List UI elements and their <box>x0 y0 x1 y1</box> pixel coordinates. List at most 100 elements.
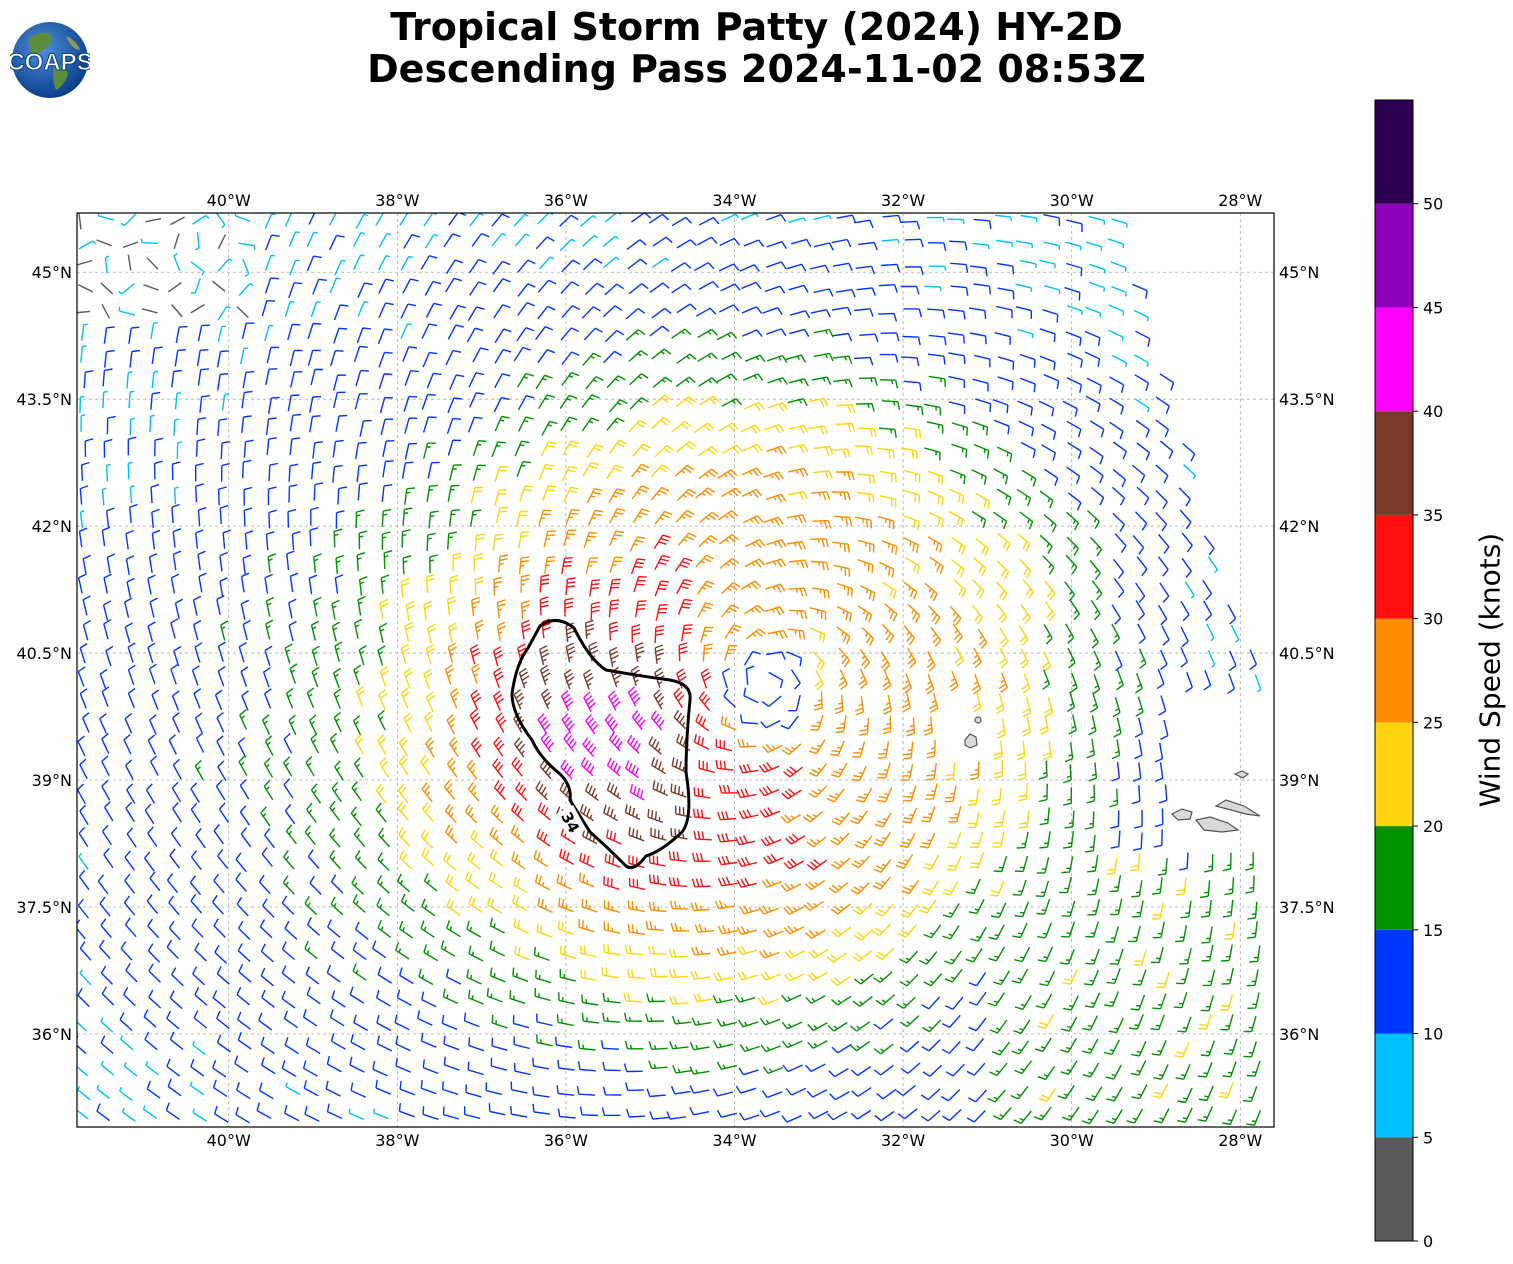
wind-barb <box>928 375 947 388</box>
wind-barb <box>403 395 418 412</box>
wind-barb <box>190 261 205 276</box>
wind-barb <box>313 596 322 617</box>
wind-barb <box>213 824 224 845</box>
wind-barb <box>858 539 875 553</box>
wind-barb <box>1084 351 1101 367</box>
wind-barb <box>372 940 387 959</box>
wind-barb <box>901 220 921 230</box>
wind-barb <box>924 582 938 602</box>
wind-barb <box>537 349 556 364</box>
wind-barb <box>678 642 688 662</box>
wind-barb <box>805 929 826 939</box>
wind-barb <box>449 374 465 390</box>
wind-barb <box>831 1043 852 1054</box>
wind-barb <box>942 880 959 896</box>
wind-barb <box>993 810 1006 828</box>
wind-barb <box>579 852 595 869</box>
wind-barb <box>1230 624 1240 643</box>
wind-barb <box>993 419 1010 435</box>
wind-barb <box>1059 949 1075 965</box>
wind-barb <box>122 987 136 1007</box>
wind-barb <box>1085 921 1099 938</box>
wind-barb <box>633 576 647 593</box>
wind-barb <box>995 693 1005 714</box>
wind-barb <box>106 507 115 527</box>
wind-barb <box>1018 811 1030 829</box>
wind-barb <box>966 1062 986 1076</box>
wind-barb <box>650 464 670 478</box>
wind-barb <box>1243 1016 1257 1033</box>
wind-barb <box>267 553 277 573</box>
wind-barb <box>356 552 366 572</box>
wind-barb <box>1133 354 1149 367</box>
wind-barb <box>740 424 761 434</box>
wind-barb <box>1132 283 1148 299</box>
wind-barb <box>608 599 620 618</box>
wind-barb <box>350 1082 366 1098</box>
wind-barb <box>78 852 89 870</box>
wind-barb <box>998 647 1009 669</box>
wind-barb <box>1138 648 1147 670</box>
wind-barb <box>401 461 414 479</box>
wind-barb <box>602 305 623 318</box>
wind-barb <box>148 963 161 983</box>
colorbar-tick-label: 50 <box>1423 195 1443 214</box>
wind-barb <box>467 851 482 871</box>
wind-barb <box>1135 398 1150 413</box>
wind-barb <box>494 415 510 432</box>
wind-barb <box>260 943 274 963</box>
wind-barb <box>879 353 899 363</box>
wind-barb <box>352 232 365 248</box>
wind-barb <box>765 214 787 222</box>
wind-barb <box>1066 466 1081 485</box>
wind-barb <box>235 872 247 892</box>
wind-barb <box>965 1038 985 1052</box>
wind-barb <box>82 619 91 641</box>
wind-barb <box>1019 353 1036 368</box>
wind-barb <box>354 850 368 870</box>
wind-barb <box>149 871 161 892</box>
wind-barb <box>972 691 982 713</box>
wind-barb <box>1109 788 1119 808</box>
wind-barb <box>1062 764 1072 784</box>
wind-barb <box>973 557 987 576</box>
wind-barb <box>423 668 433 690</box>
wind-barb <box>850 1109 872 1120</box>
wind-barb <box>446 595 457 616</box>
wind-barb <box>1070 672 1078 694</box>
wind-barb <box>421 847 435 867</box>
wind-barb <box>243 439 254 458</box>
wind-barb <box>216 1034 231 1053</box>
wind-barb <box>949 469 966 485</box>
wind-barb <box>624 1082 644 1092</box>
wind-barb <box>673 709 686 730</box>
wind-barb <box>901 692 911 713</box>
wind-barb <box>189 1081 205 1096</box>
wind-barb <box>104 800 114 822</box>
wind-barb <box>533 849 549 868</box>
wind-barb <box>920 1088 941 1101</box>
wind-barb <box>474 576 484 596</box>
wind-barb <box>696 580 715 595</box>
wind-barb <box>738 763 759 774</box>
wind-barb <box>82 554 91 575</box>
wind-barb <box>536 923 553 938</box>
wind-barb <box>447 642 457 663</box>
wind-barb <box>857 473 876 484</box>
wind-barb <box>899 950 919 964</box>
wind-barb <box>652 236 673 247</box>
lon-tick-label-top: 28°W <box>1218 191 1262 210</box>
wind-barb <box>927 536 943 553</box>
wind-barb <box>872 876 892 890</box>
wind-barb <box>602 1086 622 1096</box>
wind-barb <box>221 393 229 411</box>
wind-barb <box>197 550 206 571</box>
wind-barb <box>516 327 534 342</box>
wind-barb <box>836 422 856 432</box>
wind-barb <box>537 279 557 293</box>
wind-barb <box>838 647 850 668</box>
wind-barb <box>494 489 508 506</box>
wind-barb <box>564 597 574 617</box>
wind-barb <box>1109 948 1124 965</box>
wind-barb <box>240 572 250 593</box>
